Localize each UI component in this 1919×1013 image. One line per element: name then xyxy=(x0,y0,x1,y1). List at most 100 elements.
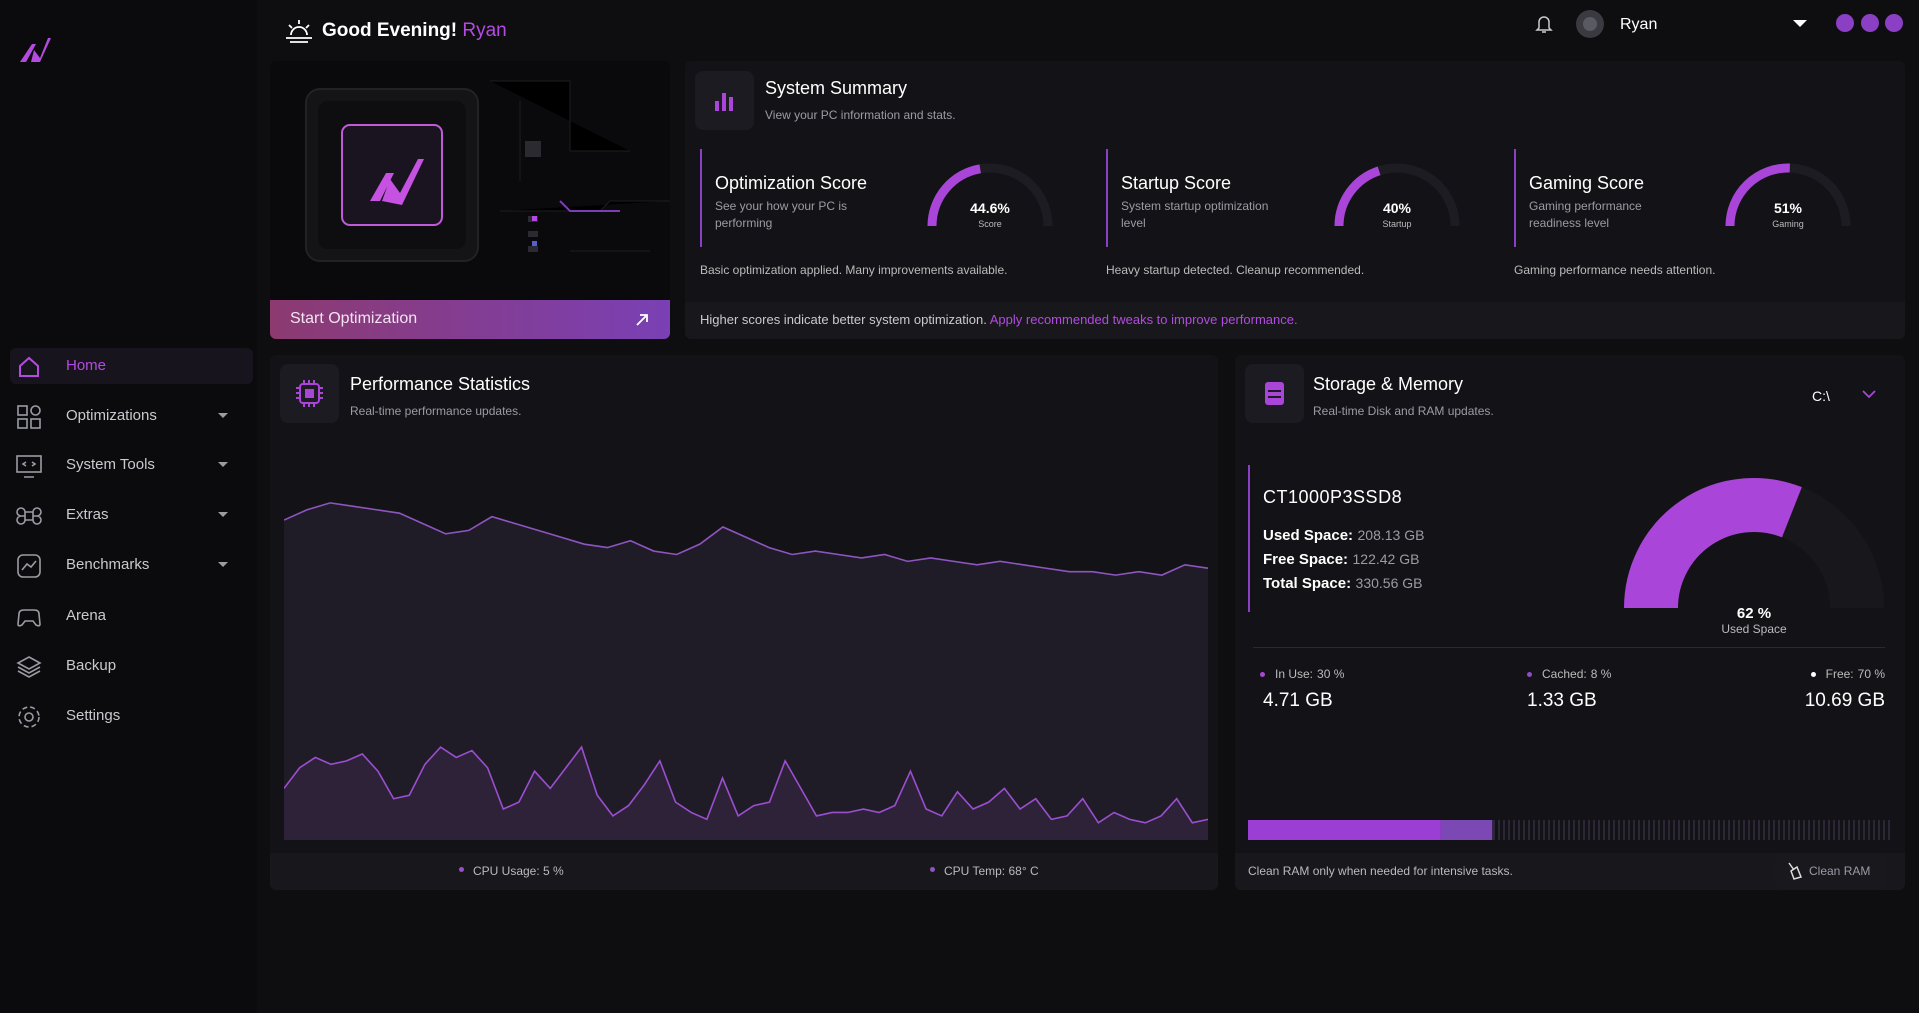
score-title: Optimization Score xyxy=(715,173,868,193)
nav-item[interactable]: Extras xyxy=(0,497,253,533)
divider xyxy=(1253,647,1885,648)
cpu-icon xyxy=(296,380,323,407)
ram-amount: 10.69 GB xyxy=(1804,690,1885,711)
label: Used Space: xyxy=(1263,527,1354,544)
logo xyxy=(20,38,51,62)
gauge-caption: Score xyxy=(978,219,1002,229)
ram-stat-label: Cached: 8 % xyxy=(1527,667,1611,681)
value: 70 % xyxy=(1857,667,1885,681)
drive-icon xyxy=(1265,382,1284,405)
storage-subtitle: Real-time Disk and RAM updates. xyxy=(1313,404,1494,418)
drive-border xyxy=(1248,465,1250,612)
legend-dot xyxy=(930,867,935,872)
icon-box xyxy=(280,364,339,423)
button-label: Start Optimization xyxy=(290,310,418,327)
bell-icon[interactable] xyxy=(1535,14,1553,34)
caret xyxy=(218,562,228,567)
start-optimization-button[interactable]: Start Optimization xyxy=(270,300,670,339)
broom-icon xyxy=(1788,862,1803,880)
ram-amount: 1.33 GB xyxy=(1527,690,1597,711)
nav-item[interactable]: Backup xyxy=(0,648,253,684)
nav-label: Settings xyxy=(66,707,121,724)
value: 122.42 GB xyxy=(1352,551,1420,567)
label: In Use: xyxy=(1275,667,1314,681)
gauge-value: 40% xyxy=(1383,200,1412,216)
nav-label: Extras xyxy=(66,506,109,523)
value: 208.13 GB xyxy=(1357,527,1425,543)
label: Free: xyxy=(1825,667,1854,681)
icon xyxy=(16,507,42,525)
icon-box xyxy=(1245,364,1304,423)
area xyxy=(284,502,1208,840)
nav-label: System Tools xyxy=(66,456,155,473)
nav-item[interactable]: Home xyxy=(0,348,253,384)
nav-label: Optimizations xyxy=(66,407,157,424)
performance-chart xyxy=(284,502,1208,840)
icon xyxy=(17,609,41,627)
summary-title: System Summary xyxy=(765,78,908,98)
chevron[interactable] xyxy=(1861,388,1877,400)
score-border xyxy=(1106,149,1108,247)
score-note: Heavy startup detected. Cleanup recommen… xyxy=(1106,263,1365,277)
nav-item[interactable]: System Tools xyxy=(0,447,253,483)
ram-dot xyxy=(1810,672,1816,678)
drive-selector[interactable]: C:\ xyxy=(1812,388,1830,404)
score-title: Startup Score xyxy=(1121,173,1232,193)
total-row: Total Space: 330.56 GB xyxy=(1263,575,1422,593)
summary-card xyxy=(685,61,1905,339)
score-description: Gaming performance readiness level xyxy=(1529,199,1642,230)
score-gauge: 44.6% Score xyxy=(927,163,1053,229)
nav-item[interactable]: Optimizations xyxy=(0,398,253,434)
nav-label: Backup xyxy=(66,657,117,674)
greeting-name: Ryan xyxy=(462,20,507,41)
icon xyxy=(16,455,42,478)
gauge-arc xyxy=(1725,163,1790,227)
nav-item[interactable]: Arena xyxy=(0,598,253,634)
ram-stat-label: In Use: 30 % xyxy=(1260,667,1344,681)
avatar[interactable] xyxy=(1576,10,1604,38)
performance-title: Performance Statistics xyxy=(350,374,531,394)
greeting: Good Evening! Ryan xyxy=(322,20,507,42)
gauge-track xyxy=(1334,163,1460,227)
window-controls[interactable] xyxy=(1835,13,1907,33)
ram-bar xyxy=(1248,820,1891,840)
value: 30 % xyxy=(1317,667,1345,681)
gauge-arc xyxy=(1334,166,1381,227)
label: Total Space: xyxy=(1263,575,1352,592)
ram-stat-label: Free: 70 % xyxy=(1810,667,1885,681)
nav-highlight xyxy=(10,348,253,384)
storage-title: Storage & Memory xyxy=(1313,374,1464,394)
icon xyxy=(17,405,41,429)
footer-link[interactable]: Apply recommended tweaks to improve perf… xyxy=(989,312,1298,327)
ram-dot xyxy=(1260,672,1265,678)
gauge-value: 44.6% xyxy=(970,200,1010,216)
line xyxy=(284,502,1208,576)
performance-footer xyxy=(270,853,1218,890)
user-caret[interactable] xyxy=(1793,20,1807,27)
performance-subtitle: Real-time performance updates. xyxy=(350,404,522,418)
gauge-caption: Gaming xyxy=(1772,219,1804,229)
clean-ram-button[interactable]: Clean RAM xyxy=(1775,853,1885,889)
icon xyxy=(17,554,41,578)
gauge-track xyxy=(927,163,1053,227)
legend-label: CPU Usage: 5 % xyxy=(473,864,564,878)
gauge-caption: Startup xyxy=(1382,219,1411,229)
storage-footer-text: Clean RAM only when needed for intensive… xyxy=(1248,864,1513,878)
used-row: Used Space: 208.13 GB xyxy=(1263,527,1424,545)
ram-segment xyxy=(1248,820,1441,840)
gauge-arc xyxy=(927,164,982,227)
hero-image xyxy=(270,61,670,300)
user-name[interactable]: Ryan xyxy=(1620,16,1658,33)
gauge-caption: Used Space xyxy=(1721,622,1787,636)
ram-amount: 4.71 GB xyxy=(1263,690,1333,711)
greeting-text: Good Evening! xyxy=(322,20,458,41)
score-gauge: 51% Gaming xyxy=(1725,163,1851,229)
line xyxy=(284,745,1208,824)
free-row: Free Space: 122.42 GB xyxy=(1263,551,1419,569)
nav-item[interactable]: Settings xyxy=(0,698,253,734)
nav-item[interactable]: Benchmarks xyxy=(0,547,253,583)
score-note: Gaming performance needs attention. xyxy=(1514,263,1716,277)
legend-label: CPU Temp: 68° C xyxy=(944,864,1039,878)
value: 8 % xyxy=(1590,667,1612,681)
gauge-track xyxy=(1725,163,1851,227)
